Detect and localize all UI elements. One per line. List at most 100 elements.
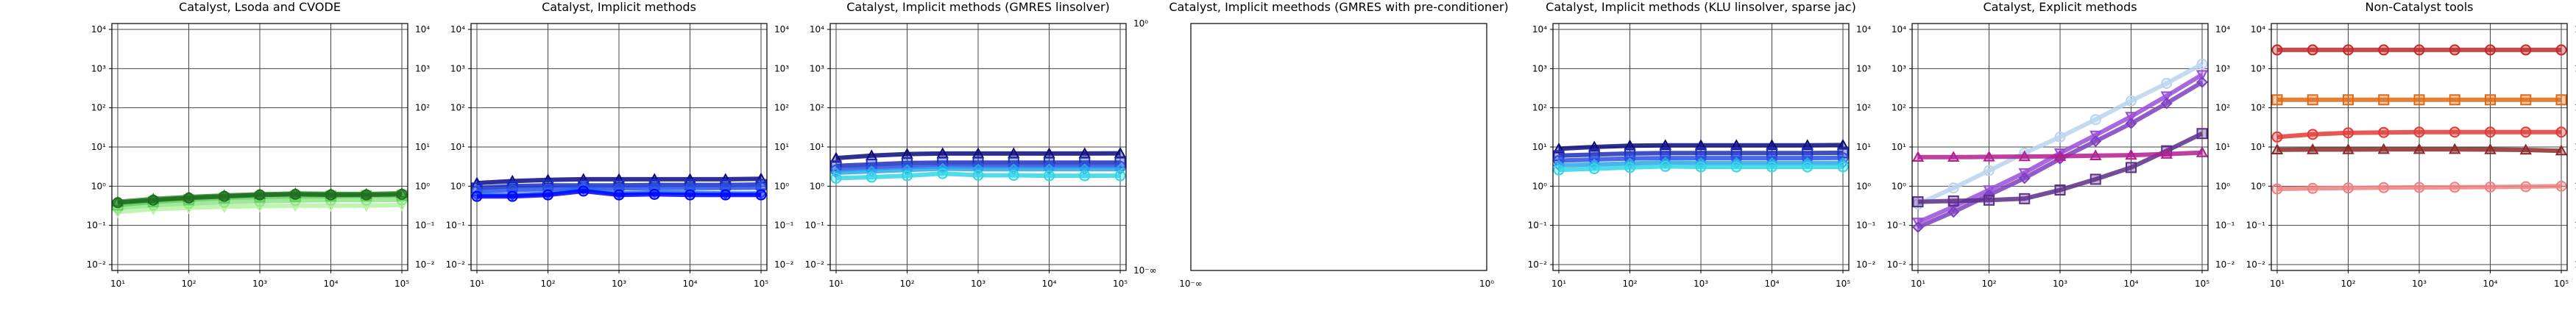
y-tick-label: 10⁰ (2251, 181, 2265, 191)
plot-frame (829, 23, 1127, 271)
data-point (2307, 143, 2319, 154)
data-point (2307, 129, 2318, 140)
x-tick-label: 10¹ (829, 279, 843, 289)
data-point (937, 168, 949, 179)
data-point (2413, 182, 2425, 193)
data-point (2090, 114, 2101, 126)
subplot-2: Catalyst, Implicit methods 10¹ 10² 10³ 10⁴ 10… (446, 0, 794, 289)
data-point (2413, 94, 2425, 106)
series-line (835, 160, 1120, 168)
data-point (1947, 151, 1960, 162)
data-point (2195, 70, 2209, 82)
plot-frame (470, 23, 768, 271)
y-tick-label: 10⁻² (805, 259, 825, 270)
y-tick-label: 10⁻¹ (805, 220, 825, 231)
x-tick-label: 10¹ (1911, 279, 1925, 289)
data-point (2520, 44, 2532, 56)
y-tick-label: 10⁻² (2246, 259, 2266, 270)
data-point (613, 189, 625, 201)
data-point (2449, 182, 2460, 193)
right-y-tick-label: 10¹ (774, 142, 789, 152)
data-point (2413, 143, 2426, 154)
data-point (2377, 143, 2390, 154)
data-point (2125, 117, 2137, 129)
data-point (1624, 162, 1635, 173)
data-point (1114, 170, 1126, 182)
data-point (2555, 44, 2567, 56)
data-point (2307, 94, 2318, 106)
y-tick-label: 10² (1892, 103, 1906, 113)
data-point (1912, 196, 1924, 208)
data-point (2054, 184, 2066, 196)
right-y-tick-label: 10⁻¹ (2215, 220, 2235, 231)
y-tick-label: 10⁴ (1892, 24, 1906, 35)
x-tick-label: 10³ (252, 279, 267, 289)
y-tick-label: 10⁻¹ (1887, 220, 1907, 231)
data-point (2018, 172, 2031, 184)
plot-area (1191, 24, 1487, 270)
y-tick-label: 10¹ (91, 142, 106, 152)
subplot-4: Catalyst, Implicit meethods (GMRES with … (1169, 0, 1508, 289)
data-point (866, 171, 877, 183)
y-tick-label: 10² (2251, 103, 2265, 113)
series-5 (1911, 146, 2209, 162)
right-y-tick-label: 10⁰ (415, 181, 430, 191)
x-tick-label: 10¹ (110, 279, 125, 289)
data-point (2555, 144, 2568, 156)
data-point (361, 189, 372, 201)
data-point (254, 189, 266, 201)
data-point (2449, 143, 2461, 154)
data-point (506, 190, 518, 202)
right-y-tick-label: 10³ (774, 63, 789, 73)
x-tick-label: 10⁵ (2195, 279, 2209, 289)
right-y-tick-label: 10⁰ (774, 181, 789, 191)
y-tick-label: 10³ (450, 63, 465, 73)
x-tick-label: 10⁵ (394, 279, 409, 289)
x-tick-label: 10⁴ (2483, 279, 2497, 289)
data-point (2090, 135, 2102, 148)
data-point (1947, 195, 1959, 207)
y-tick-label: 10³ (810, 63, 824, 73)
data-point (2090, 173, 2101, 185)
data-point (1801, 139, 1814, 150)
data-point (2019, 193, 2031, 204)
series-5 (1553, 160, 1849, 176)
data-point (578, 185, 590, 197)
data-point (1911, 151, 1925, 162)
data-point (2343, 94, 2354, 106)
data-point (2195, 146, 2209, 157)
x-tick-label: 10⁰ (1479, 279, 1494, 289)
data-point (829, 151, 843, 163)
data-point (147, 194, 159, 206)
plot-frame (1190, 23, 1487, 271)
data-point (396, 188, 408, 200)
right-y-tick-label: 10⁴ (415, 24, 430, 35)
series-line (1558, 160, 1843, 168)
data-point (1984, 194, 1995, 206)
series-line (2276, 147, 2562, 154)
data-point (1588, 162, 1600, 174)
y-tick-label: 10⁻² (1528, 259, 1548, 270)
series-line (1917, 62, 2204, 207)
right-y-tick-label: 10² (2575, 103, 2576, 113)
right-y-tick-label: 10⁻² (2575, 259, 2576, 270)
data-point (2125, 148, 2137, 160)
right-y-tick-label: 10² (1856, 103, 1871, 113)
subplot-title: Catalyst, Explicit methods (1983, 0, 2137, 14)
series-line (1918, 150, 2203, 159)
series-line (835, 164, 1120, 173)
data-point (830, 172, 842, 184)
series-line (835, 151, 1121, 161)
right-y-tick-label: 10² (415, 103, 430, 113)
right-y-tick-label: 10³ (2575, 63, 2576, 73)
x-tick-label: 10³ (2412, 279, 2427, 289)
subplot-title: Catalyst, Implicit methods (542, 0, 696, 14)
right-y-tick-label: 10⁴ (2575, 24, 2576, 35)
series-5 (471, 185, 767, 202)
series-4 (2271, 143, 2568, 156)
data-point (2449, 94, 2460, 106)
subplot-5: Catalyst, Implicit methods (KLU linsolve… (1528, 0, 1876, 289)
x-tick-label: 10² (2340, 279, 2355, 289)
y-tick-label: 10⁴ (91, 24, 106, 35)
series-line (117, 192, 403, 205)
